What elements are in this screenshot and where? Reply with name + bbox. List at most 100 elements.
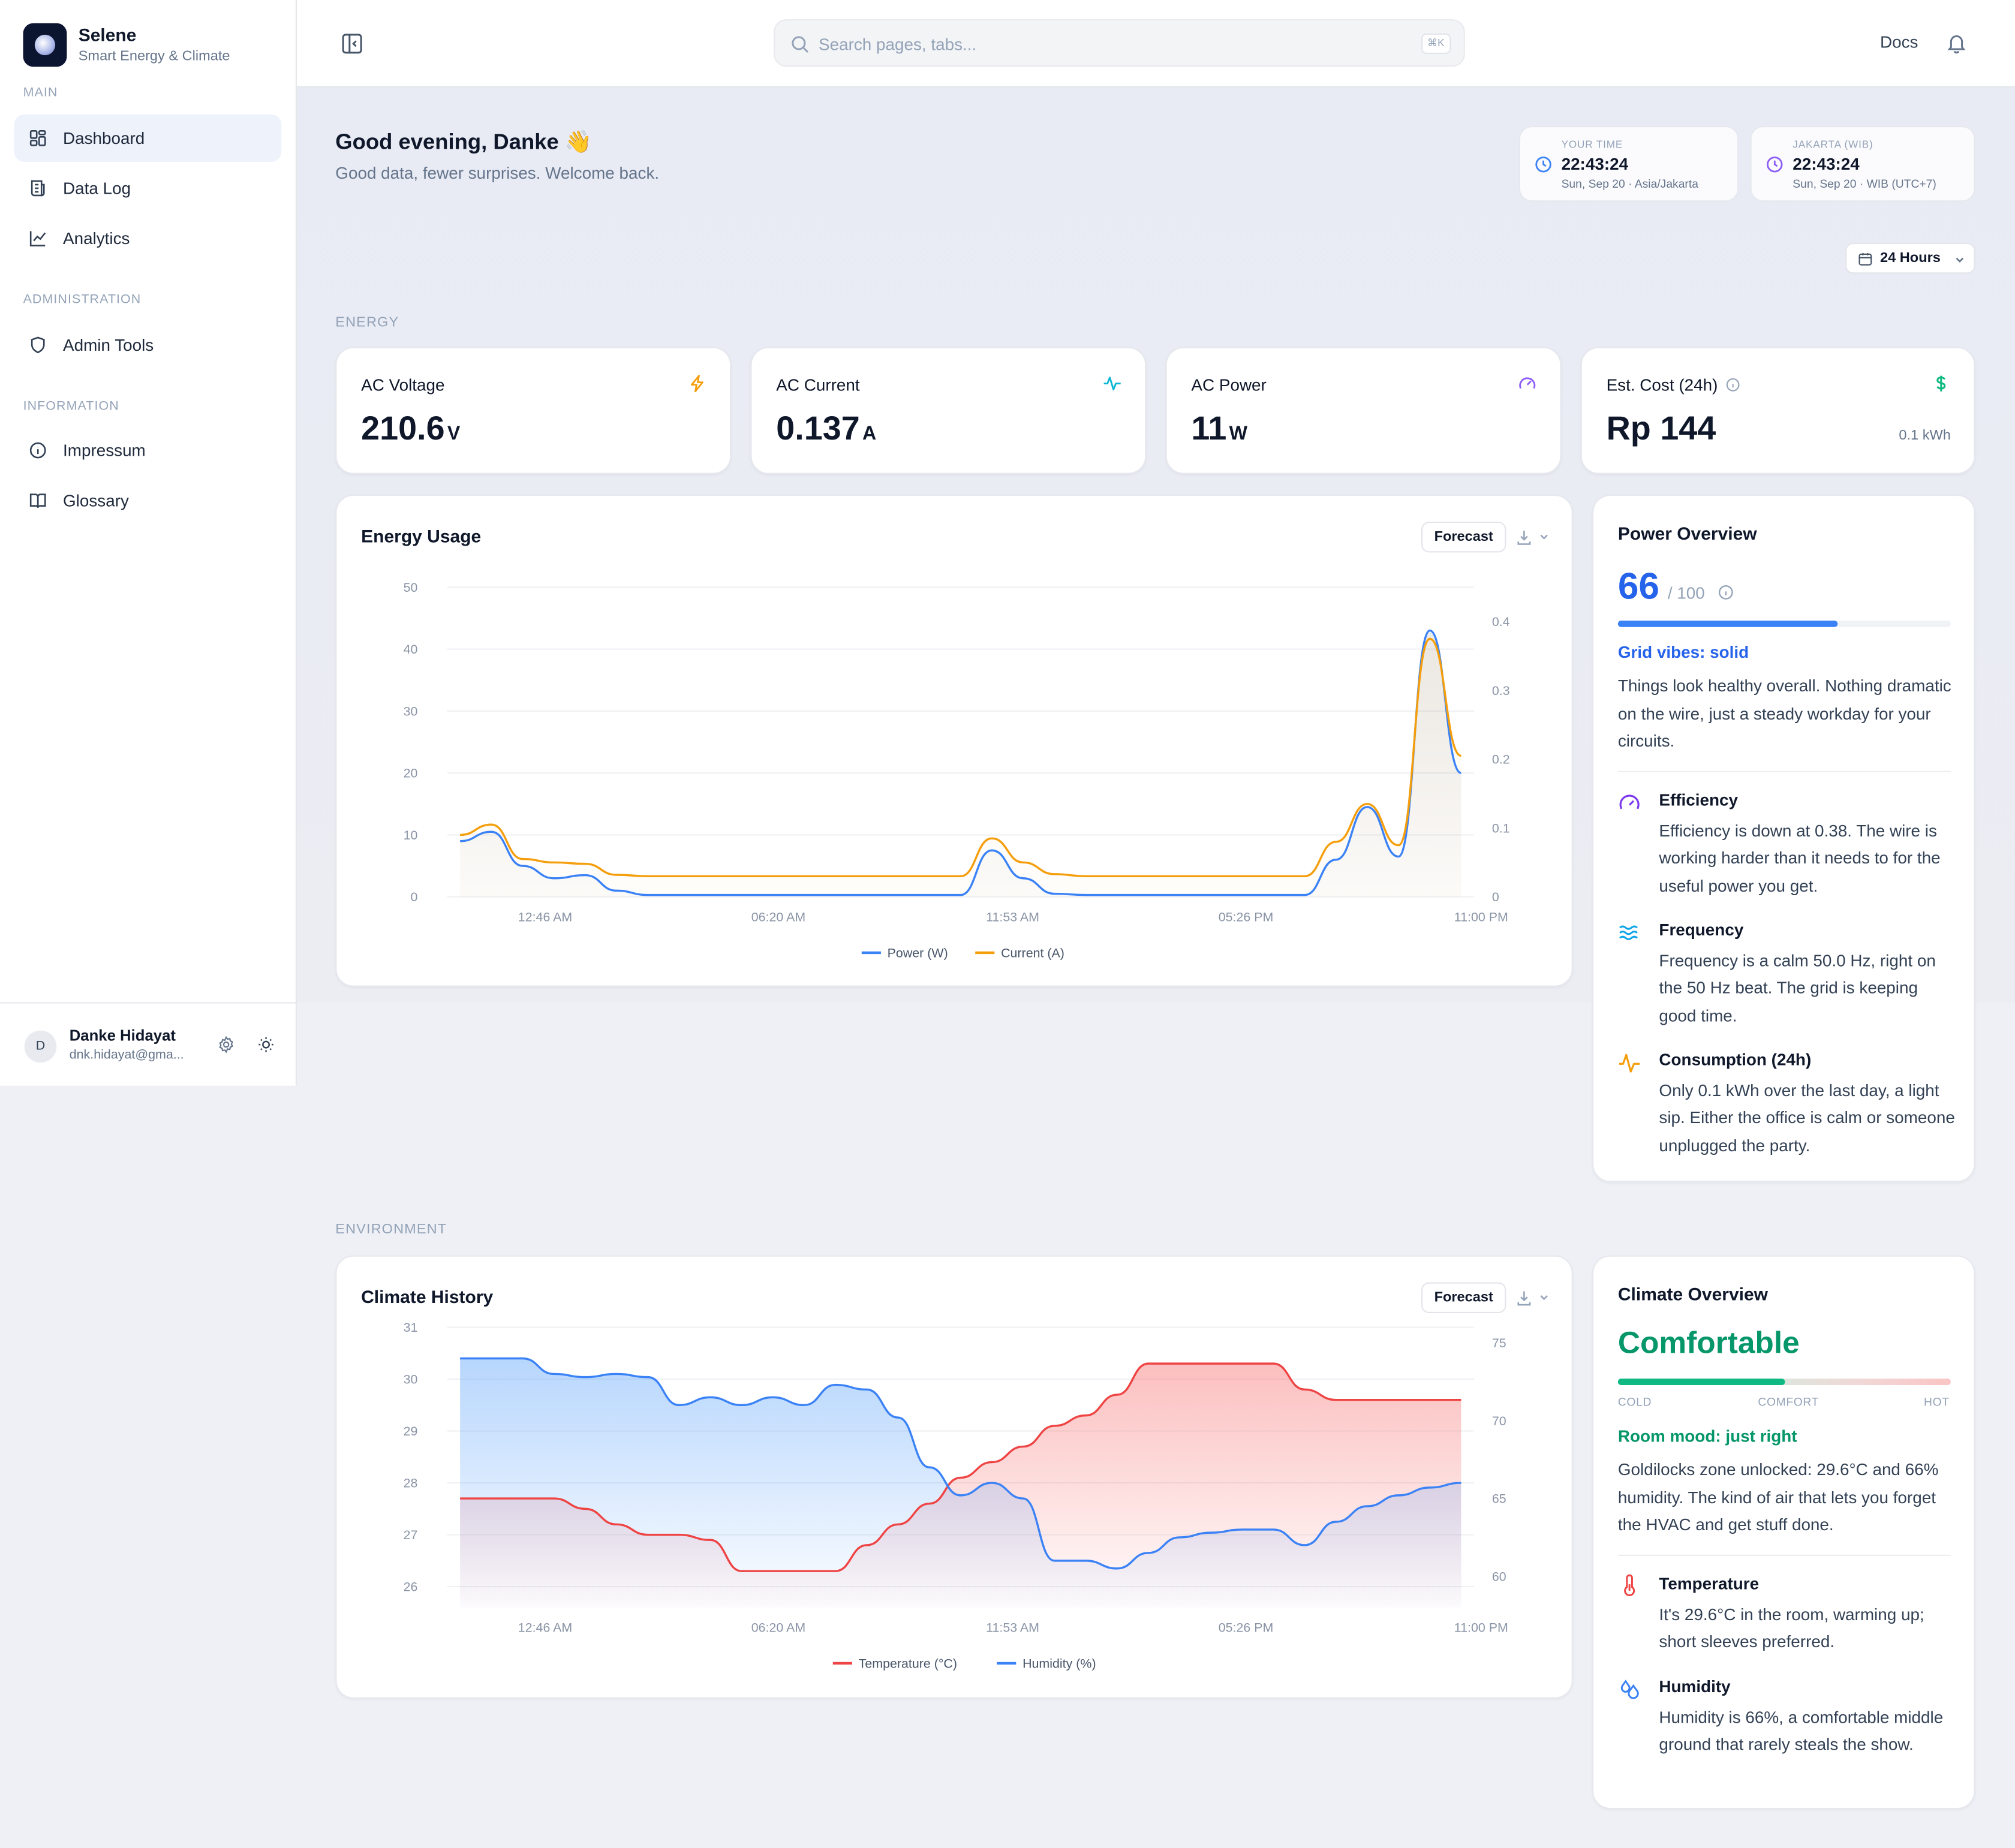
- x-tick-label: 11:53 AM: [986, 910, 1039, 924]
- y-right-tick-label: 70: [1492, 1414, 1506, 1428]
- app-subtitle: Smart Energy & Climate: [78, 49, 230, 65]
- scale-cold-label: COLD: [1617, 1395, 1652, 1408]
- power-score-value: 66: [1617, 567, 1659, 608]
- user-profile: D Danke Hidayat dnk.hidayat@gma...: [0, 1002, 297, 1085]
- divider: [1617, 770, 1951, 772]
- sidebar-item-glossary[interactable]: Glossary: [14, 477, 282, 524]
- x-tick-label: 11:53 AM: [986, 1620, 1039, 1635]
- search-box[interactable]: ⌘K: [774, 19, 1465, 67]
- nav-section-main: MAIN: [23, 86, 58, 101]
- avatar[interactable]: D: [24, 1030, 57, 1063]
- clock-meta: Sun, Sep 20 · WIB (UTC+7): [1793, 177, 1936, 191]
- theme-sun-icon[interactable]: [257, 1036, 275, 1054]
- gauge-icon: [1619, 794, 1640, 809]
- scale-hot-label: HOT: [1924, 1395, 1950, 1408]
- y-left-tick-label: 40: [404, 642, 418, 657]
- info-icon[interactable]: [1718, 585, 1734, 600]
- docs-link[interactable]: Docs: [1880, 32, 1918, 52]
- forecast-button[interactable]: Forecast: [1421, 522, 1506, 553]
- wave-icon: [1619, 925, 1638, 940]
- metric-card-ac-power: AC Power 11 W: [1165, 347, 1562, 474]
- shield-icon: [31, 336, 45, 354]
- y-left-tick-label: 28: [404, 1476, 418, 1491]
- sidebar-item-impressum[interactable]: Impressum: [14, 426, 282, 474]
- chart-title: Climate History: [361, 1286, 494, 1307]
- jakarta-clock-card: JAKARTA (WIB) 22:43:24 Sun, Sep 20 · WIB…: [1750, 126, 1975, 202]
- power-score-max: / 100: [1667, 583, 1705, 603]
- x-tick-label: 06:20 AM: [751, 910, 805, 924]
- forecast-button[interactable]: Forecast: [1421, 1282, 1506, 1313]
- sidebar-item-label: Admin Tools: [63, 335, 154, 355]
- legend-label: Humidity (%): [1022, 1656, 1096, 1671]
- user-name: Danke Hidayat: [69, 1027, 176, 1045]
- clock-time: 22:43:24: [1561, 154, 1629, 174]
- sidebar-item-dashboard[interactable]: Dashboard: [14, 114, 282, 162]
- calendar-icon: [1858, 252, 1872, 266]
- sidebar-item-analytics[interactable]: Analytics: [14, 215, 282, 262]
- energy-usage-card: Energy Usage Forecast 0 10 20 30 40 50 0 0.1 0.2…: [335, 495, 1573, 987]
- climate-overview-title: Climate Overview: [1617, 1283, 1769, 1304]
- user-email: dnk.hidayat@gma...: [69, 1048, 184, 1063]
- metric-value: 0.137 A: [776, 408, 877, 447]
- y-right-tick-label: 75: [1492, 1336, 1506, 1350]
- download-icon[interactable]: [1517, 1289, 1550, 1307]
- y-left-tick-label: 20: [404, 766, 418, 781]
- metric-value: 210.6 V: [361, 408, 461, 447]
- y-left-tick-label: 50: [404, 580, 418, 595]
- analytics-icon: [29, 231, 46, 246]
- time-range-label: 24 Hours: [1880, 250, 1941, 266]
- y-right-tick-label: 65: [1492, 1492, 1506, 1506]
- info-icon: [29, 442, 46, 459]
- y-right-tick-label: 0: [1492, 890, 1499, 904]
- settings-gear-icon[interactable]: [217, 1036, 235, 1054]
- x-tick-label: 11:00 PM: [1454, 1620, 1508, 1635]
- search-input[interactable]: [819, 31, 1358, 57]
- download-icon[interactable]: [1517, 528, 1550, 546]
- section-energy: ENERGY: [335, 315, 399, 330]
- sidebar-item-data-log[interactable]: Data Log: [14, 164, 282, 212]
- notifications-bell-icon[interactable]: [1945, 32, 1967, 54]
- time-range-select[interactable]: 24 Hours: [1845, 243, 1975, 274]
- page-subtitle: Good data, fewer surprises. Welcome back…: [335, 163, 660, 183]
- data-log-icon: [31, 180, 45, 197]
- clock-time: 22:43:24: [1793, 154, 1860, 174]
- lightning-icon: [691, 375, 703, 393]
- pulse-icon: [1619, 1054, 1640, 1073]
- efficiency-title: Efficiency: [1659, 790, 1739, 809]
- y-left-tick-label: 29: [404, 1424, 418, 1438]
- chevron-down-icon: [1956, 257, 1964, 263]
- room-mood: Room mood: just right: [1617, 1426, 1797, 1446]
- y-left-tick-label: 27: [404, 1528, 418, 1542]
- series-area: [460, 630, 1461, 897]
- climate-overview-card: Climate Overview Comfortable COLD COMFOR…: [1592, 1255, 1975, 1810]
- climate-history-card: Climate History Forecast 26 27 28 29 30 31 60 6…: [335, 1255, 1573, 1699]
- y-left-tick-label: 10: [404, 828, 418, 842]
- info-icon[interactable]: [1727, 378, 1741, 392]
- brand[interactable]: Selene Smart Energy & Climate: [23, 23, 230, 67]
- clock-meta: Sun, Sep 20 · Asia/Jakarta: [1561, 177, 1698, 191]
- droplets-icon: [1620, 1680, 1639, 1699]
- humidity-text: Humidity is 66%, a comfortable middle gr…: [1659, 1707, 1944, 1754]
- comfort-scale-bar: [1617, 1379, 1785, 1385]
- legend-label: Current (A): [1001, 946, 1064, 960]
- series-area: [460, 639, 1461, 897]
- metric-title: Est. Cost (24h): [1607, 375, 1741, 395]
- divider: [1617, 1554, 1951, 1556]
- y-left-tick-label: 31: [404, 1320, 418, 1335]
- power-score-bar: [1617, 621, 1838, 627]
- y-left-tick-label: 30: [404, 1373, 418, 1387]
- dollar-icon: [1936, 375, 1946, 392]
- metric-title: AC Current: [776, 375, 860, 395]
- local-clock-card: YOUR TIME 22:43:24 Sun, Sep 20 · Asia/Ja…: [1518, 126, 1739, 202]
- power-score: 66 / 100: [1618, 567, 1734, 609]
- topbar: ⌘K Docs: [296, 0, 2015, 88]
- frequency-title: Frequency: [1659, 920, 1744, 940]
- sidebar-item-admin-tools[interactable]: Admin Tools: [14, 321, 282, 369]
- y-left-tick-label: 30: [404, 704, 418, 718]
- temperature-text: It's 29.6°C in the room, warming up; sho…: [1659, 1605, 1924, 1652]
- clock-label: YOUR TIME: [1561, 139, 1623, 151]
- y-right-tick-label: 0.2: [1492, 753, 1510, 767]
- sidebar-collapse-icon[interactable]: [341, 32, 364, 56]
- sidebar: Selene Smart Energy & Climate MAIN Dashb…: [0, 0, 297, 1086]
- section-environment: ENVIRONMENT: [335, 1221, 447, 1238]
